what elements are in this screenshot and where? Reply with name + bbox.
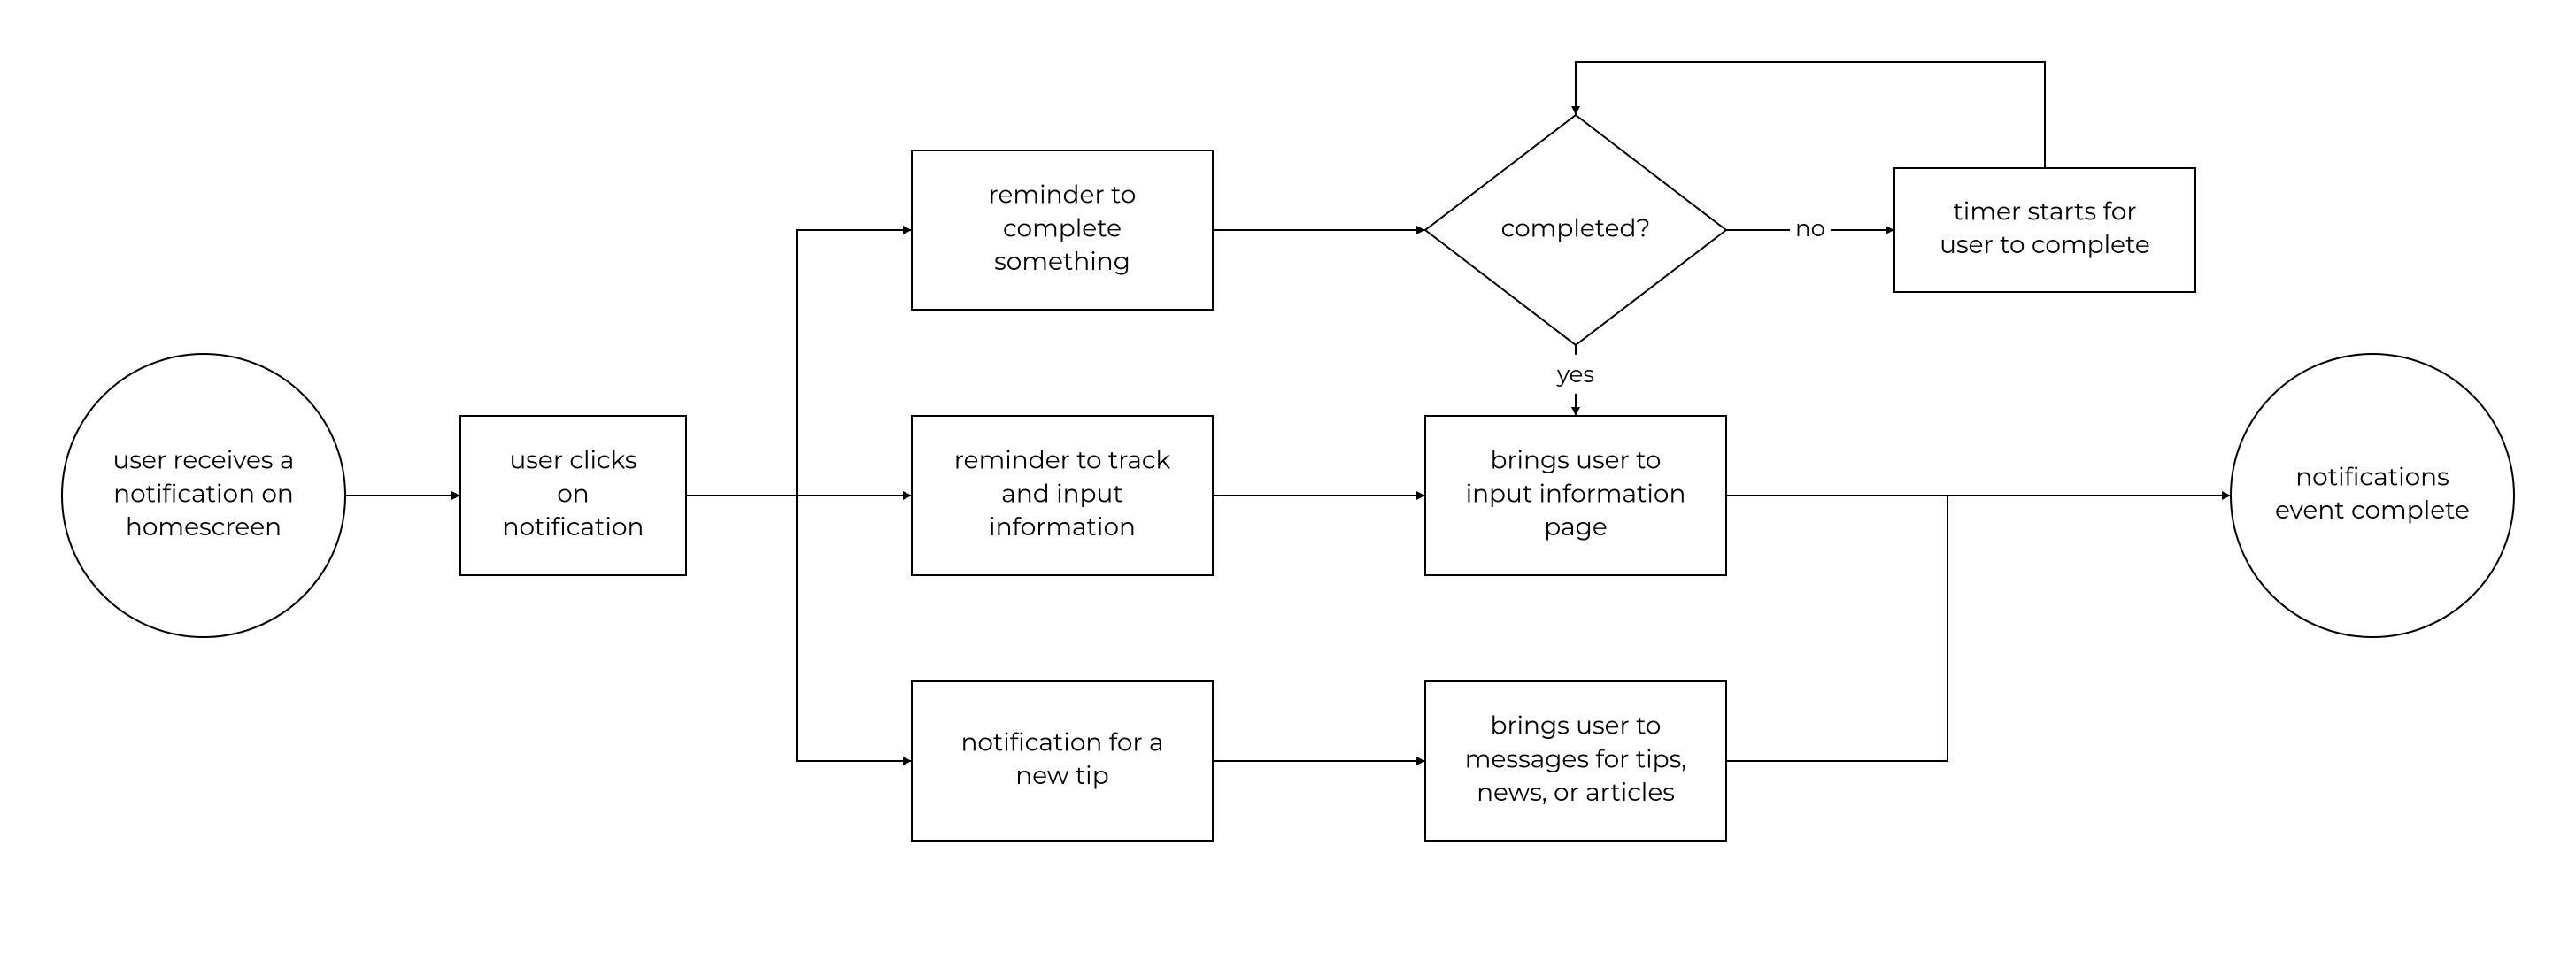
node-r2-label: information [989,512,1136,542]
node-decision: completed? [1425,115,1726,345]
node-r2: reminder to trackand inputinformation [912,416,1213,575]
edge-e-decision-no: no [1726,209,1894,248]
node-input-page-label: page [1544,512,1608,542]
node-start-label: user receives a [113,446,295,476]
node-messages: brings user tomessages for tips, news, or… [1425,681,1726,841]
node-timer-label: timer starts for [1953,196,2136,227]
node-decision-label: completed? [1501,213,1651,243]
edge-e-decision-yes: yes [1551,345,1600,416]
node-r1-label: something [994,247,1130,277]
node-r3: notification for a new tip [912,681,1213,841]
node-click-label: on [557,479,589,509]
edge-e-click-r1 [686,230,912,496]
node-messages-label: news, or articles [1477,778,1675,808]
node-messages-label: brings user to [1491,711,1662,742]
node-r1-label: complete [1003,213,1122,243]
edge-e-messages-end [1726,496,1947,761]
node-r2-label: and input [1001,479,1122,509]
node-r3-label: notification for a [960,727,1163,757]
node-click-label: notification [503,512,644,542]
flowchart-canvas: noyes user receives anotification onhome… [0,0,2576,953]
node-input-page-label: input information [1466,479,1686,509]
node-start: user receives anotification onhomescreen [62,354,345,637]
node-r2-label: reminder to track [954,446,1171,476]
edge-e-decision-yes-label: yes [1556,360,1594,388]
node-end-label: event complete [2275,496,2470,526]
node-timer-label: user to complete [1940,230,2150,260]
node-click: user clicksonnotification [460,416,686,575]
node-start-label: homescreen [126,512,282,542]
node-messages-label: messages for tips, [1465,744,1686,774]
edge-e-timer-loop [1576,62,2045,168]
edge-e-decision-no-label: no [1795,214,1825,242]
node-end-label: notifications [2295,462,2449,492]
node-input-page: brings user toinput informationpage [1425,416,1726,575]
node-timer: timer starts foruser to complete [1894,168,2195,292]
node-click-label: user clicks [509,446,636,476]
node-r1: reminder tocomplete something [912,150,1213,310]
node-r3-label: new tip [1015,761,1108,791]
edge-e-click-r3 [686,496,912,761]
node-end: notifications event complete [2231,354,2514,637]
node-r1-label: reminder to [989,181,1137,211]
node-start-label: notification on [113,479,294,509]
node-input-page-label: brings user to [1491,446,1662,476]
